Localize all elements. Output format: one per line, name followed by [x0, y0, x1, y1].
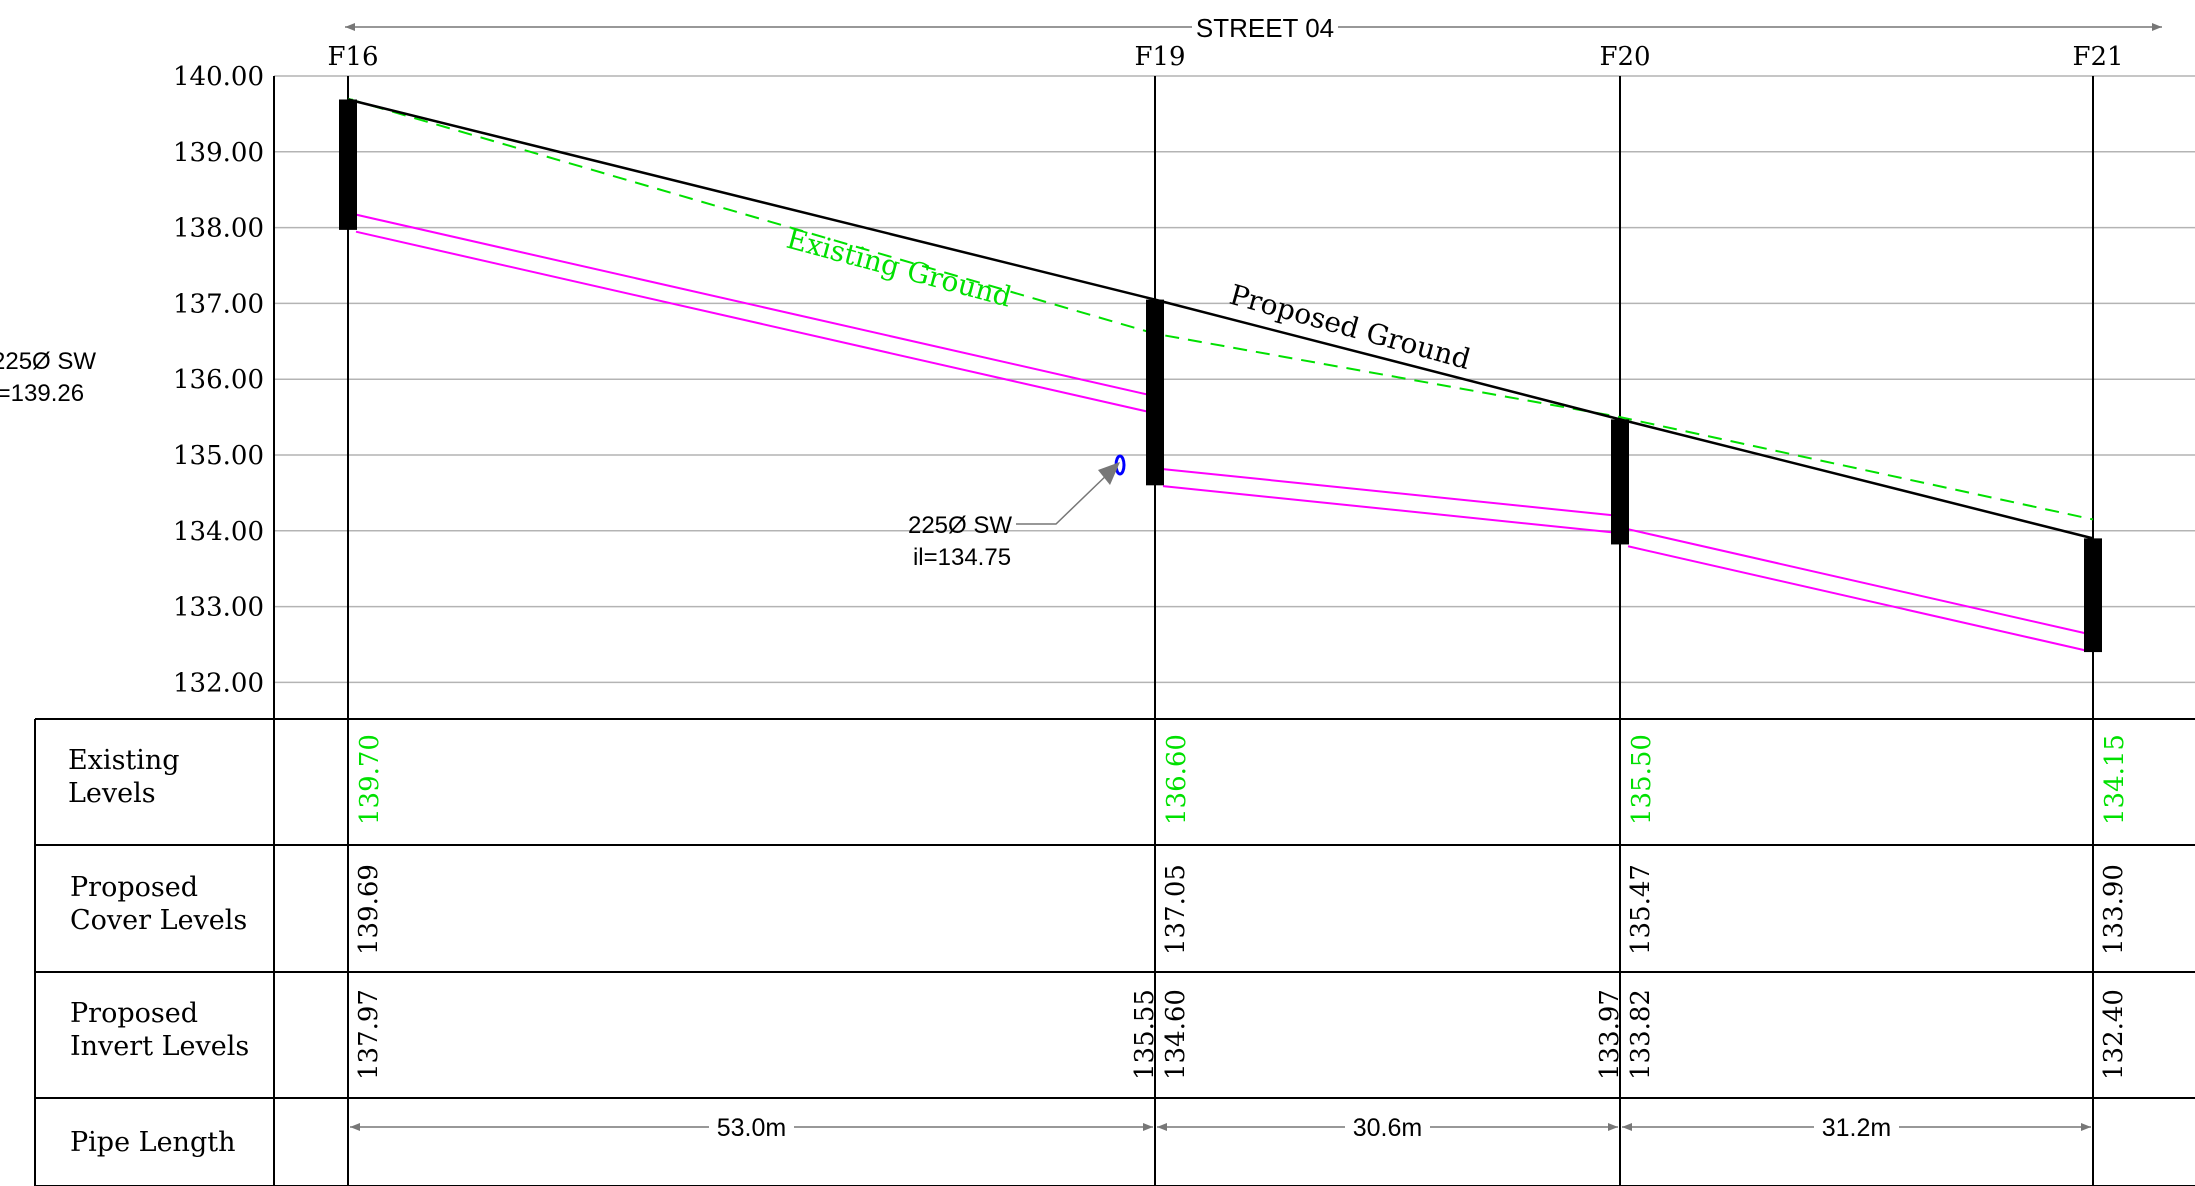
pipe-length-value: 30.6m	[1353, 1114, 1422, 1142]
y-tick-label: 132.00	[173, 668, 264, 698]
proposed-ground-line	[347, 98, 2094, 540]
y-tick-label: 133.00	[173, 593, 264, 623]
row-label-invert-1: Proposed	[70, 998, 198, 1029]
row-label-cover-2: Cover Levels	[70, 905, 247, 936]
level-values: 139.70 136.60 135.50 134.15 139.69 137.05 135.…	[350, 734, 2130, 1142]
y-tick-label: 136.00	[173, 365, 264, 395]
invert-out-value: 134.60	[1161, 989, 1191, 1080]
row-label-cover-1: Proposed	[70, 872, 198, 903]
existing-level-value: 134.15	[2100, 734, 2130, 825]
manhole-chamber	[1611, 419, 1629, 545]
offpage-pipe-label: 225Ø SW	[0, 348, 96, 375]
pipe-crown-line	[355, 213, 1150, 396]
street-header: STREET 04	[345, 13, 2162, 43]
manhole-chamber	[1146, 299, 1164, 486]
pipe-crown-line	[1162, 468, 1615, 517]
chainage-label: F19	[1134, 42, 1185, 72]
chainage-label: F20	[1599, 42, 1650, 72]
inlet-annotation: 225Ø SW il=134.75	[908, 454, 1126, 571]
invert-in-value: 133.97	[1595, 989, 1625, 1080]
profile-lines	[339, 97, 2102, 653]
chainage-label: F16	[327, 42, 378, 72]
existing-ground-line	[347, 97, 2094, 521]
cover-level-value: 133.90	[2099, 864, 2129, 955]
existing-level-value: 135.50	[1627, 734, 1657, 825]
row-label-pipe-length: Pipe Length	[70, 1127, 235, 1158]
pipe-length-value: 31.2m	[1822, 1114, 1891, 1142]
y-tick-label: 140.00	[173, 62, 264, 92]
elevation-axis: 140.00 139.00 138.00 137.00 136.00 135.00 134.…	[173, 62, 275, 719]
existing-level-value: 136.60	[1162, 734, 1192, 825]
level-table: Existing Levels Proposed Cover Levels Pr…	[34, 718, 2195, 1186]
inlet-invert-label: il=134.75	[913, 544, 1011, 571]
row-label-invert-2: Invert Levels	[70, 1031, 249, 1062]
row-label-existing-1: Existing	[68, 745, 180, 776]
row-label-existing-2: Levels	[68, 778, 156, 809]
invert-out-value: 133.82	[1626, 989, 1656, 1080]
cover-level-value: 135.47	[1626, 864, 1656, 955]
pipe-invert-line	[355, 230, 1150, 413]
chainage-markers: F16 F19 F20 F21	[327, 42, 2124, 1186]
y-tick-label: 139.00	[173, 138, 264, 168]
offpage-invert-label: il=139.26	[0, 380, 84, 407]
invert-out-value: 132.40	[2099, 989, 2129, 1080]
existing-level-value: 139.70	[355, 734, 385, 825]
cover-level-value: 139.69	[354, 864, 384, 955]
pipe-length-value: 53.0m	[717, 1114, 786, 1142]
leader-arrow-icon	[1098, 462, 1120, 485]
elevation-grid	[274, 75, 2195, 684]
manhole-chamber	[2084, 538, 2102, 653]
invert-out-value: 137.97	[354, 989, 384, 1080]
y-tick-label: 138.00	[173, 214, 264, 244]
street-title: STREET 04	[1196, 13, 1334, 43]
chainage-label: F21	[2072, 42, 2123, 72]
cover-level-value: 137.05	[1161, 864, 1191, 955]
y-tick-label: 135.00	[173, 441, 264, 471]
inlet-pipe-label: 225Ø SW	[908, 512, 1012, 539]
y-tick-label: 134.00	[173, 517, 264, 547]
pipe-crown-line	[1627, 528, 2088, 635]
y-tick-label: 137.00	[173, 289, 264, 319]
invert-in-value: 135.55	[1130, 989, 1160, 1080]
pipe-invert-line	[1627, 545, 2088, 652]
manhole-chamber	[339, 99, 357, 230]
pipe-invert-line	[1162, 485, 1615, 534]
